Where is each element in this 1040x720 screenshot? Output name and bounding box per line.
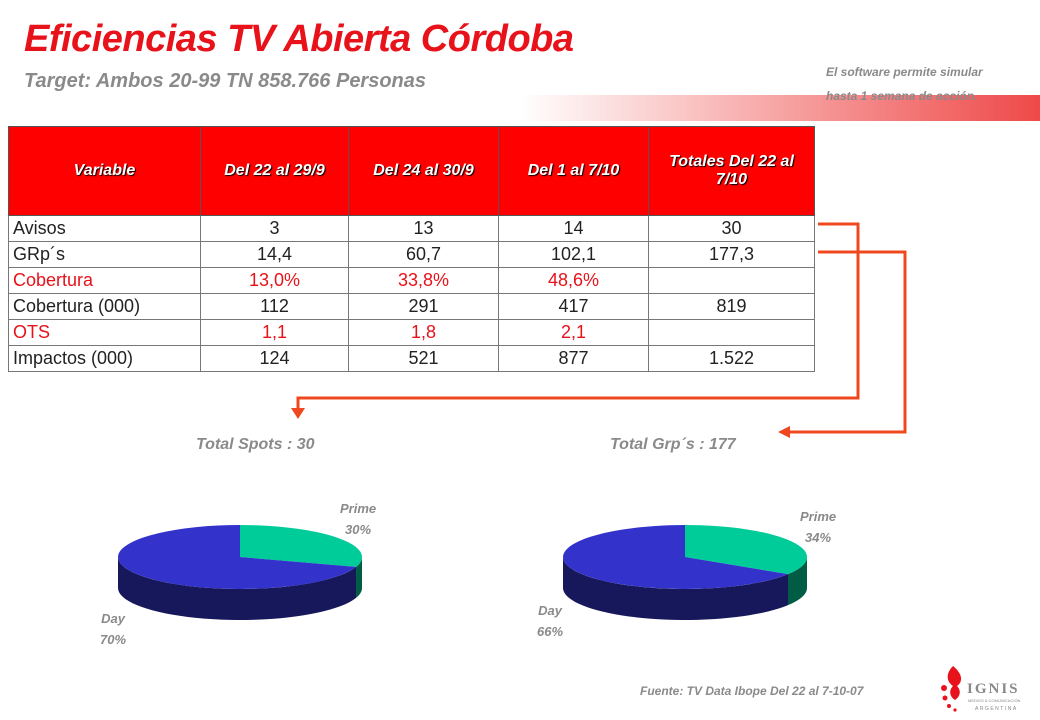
simulation-note: El software permite simular hasta 1 sema… xyxy=(826,60,1031,108)
pie-slice-day xyxy=(118,525,357,589)
table-cell: 291 xyxy=(348,293,499,320)
source-note: Fuente: TV Data Ibope Del 22 al 7-10-07 xyxy=(640,684,864,698)
ignis-logo: IGNIS MEDIOS & COMUNICACIÓN ARGENTINA xyxy=(941,666,1021,712)
table-cell: 2,1 xyxy=(498,319,649,346)
row-label: Impactos (000) xyxy=(8,345,201,372)
pie-slice-prime xyxy=(685,525,808,575)
row-label: GRp´s xyxy=(8,241,201,268)
header-gradient-bar xyxy=(520,95,1040,121)
table-cell: 14,4 xyxy=(200,241,349,268)
category-label: Day xyxy=(538,603,562,618)
spots-prime-label: Prime 30% xyxy=(340,498,376,540)
grps-pie-chart xyxy=(563,525,808,620)
table-cell: 30 xyxy=(648,215,815,242)
table-cell: 177,3 xyxy=(648,241,815,268)
table-cell: 48,6% xyxy=(498,267,649,294)
table-cell: 1,1 xyxy=(200,319,349,346)
spots-pie-title: Total Spots : 30 xyxy=(196,436,315,453)
page-subtitle: Target: Ambos 20-99 TN 858.766 Personas xyxy=(24,70,427,92)
pie-side-prime xyxy=(788,557,807,606)
table-row: Impactos (000) 124 521 877 1.522 xyxy=(8,345,815,372)
logo-wordmark: IGNIS xyxy=(967,681,1020,697)
table-cell: 14 xyxy=(498,215,649,242)
note-line-1: El software permite simular xyxy=(826,65,983,79)
table-row: GRp´s 14,4 60,7 102,1 177,3 xyxy=(8,241,815,268)
efficiency-table: Variable Del 22 al 29/9 Del 24 al 30/9 D… xyxy=(8,126,815,372)
column-header: Variable xyxy=(8,126,201,216)
page-title: Eficiencias TV Abierta Córdoba xyxy=(24,18,574,60)
grps-day-label: Day 66% xyxy=(537,600,563,642)
pie-side-prime xyxy=(356,557,362,598)
table-header-row: Variable Del 22 al 29/9 Del 24 al 30/9 D… xyxy=(8,126,815,216)
pie-side-day xyxy=(563,557,789,620)
column-header: Del 24 al 30/9 xyxy=(348,126,499,216)
arrow-spots-head xyxy=(291,408,305,419)
spots-pie-chart xyxy=(118,525,363,620)
row-label: Cobertura (000) xyxy=(8,293,201,320)
table-row: Avisos 3 13 14 30 xyxy=(8,215,815,242)
arrow-spots-connector xyxy=(296,222,860,410)
table-cell: 3 xyxy=(200,215,349,242)
grps-pie-title: Total Grp´s : 177 xyxy=(610,436,736,453)
category-label: Day xyxy=(101,611,125,626)
table-row: Cobertura (000) 112 291 417 819 xyxy=(8,293,815,320)
pie-slice-day xyxy=(563,525,789,589)
grps-prime-label: Prime 34% xyxy=(800,506,836,548)
table-cell: 521 xyxy=(348,345,499,372)
category-label: Prime xyxy=(800,509,837,524)
table-cell: 102,1 xyxy=(498,241,649,268)
value-label: 70% xyxy=(100,632,127,647)
value-label: 34% xyxy=(805,530,832,545)
column-header: Totales Del 22 al 7/10 xyxy=(648,126,815,216)
logo-country: ARGENTINA xyxy=(975,706,1018,712)
note-line-2: hasta 1 semana de acción. xyxy=(826,89,978,103)
table-cell: 819 xyxy=(648,293,815,320)
pie-slice-prime xyxy=(240,525,363,567)
pie-side-day xyxy=(118,557,357,620)
spots-day-label: Day 70% xyxy=(100,608,126,650)
category-label: Prime xyxy=(340,501,377,516)
table-cell: 124 xyxy=(200,345,349,372)
value-label: 30% xyxy=(345,522,372,537)
arrow-grps-head xyxy=(778,426,790,438)
column-header: Del 22 al 29/9 xyxy=(200,126,349,216)
arrow-grps-connector xyxy=(788,250,907,434)
table-cell: 1.522 xyxy=(648,345,815,372)
value-label: 66% xyxy=(537,624,564,639)
logo-subline: MEDIOS & COMUNICACIÓN xyxy=(968,698,1021,703)
table-cell: 877 xyxy=(498,345,649,372)
column-header: Del 1 al 7/10 xyxy=(498,126,649,216)
row-label: Avisos xyxy=(8,215,201,242)
